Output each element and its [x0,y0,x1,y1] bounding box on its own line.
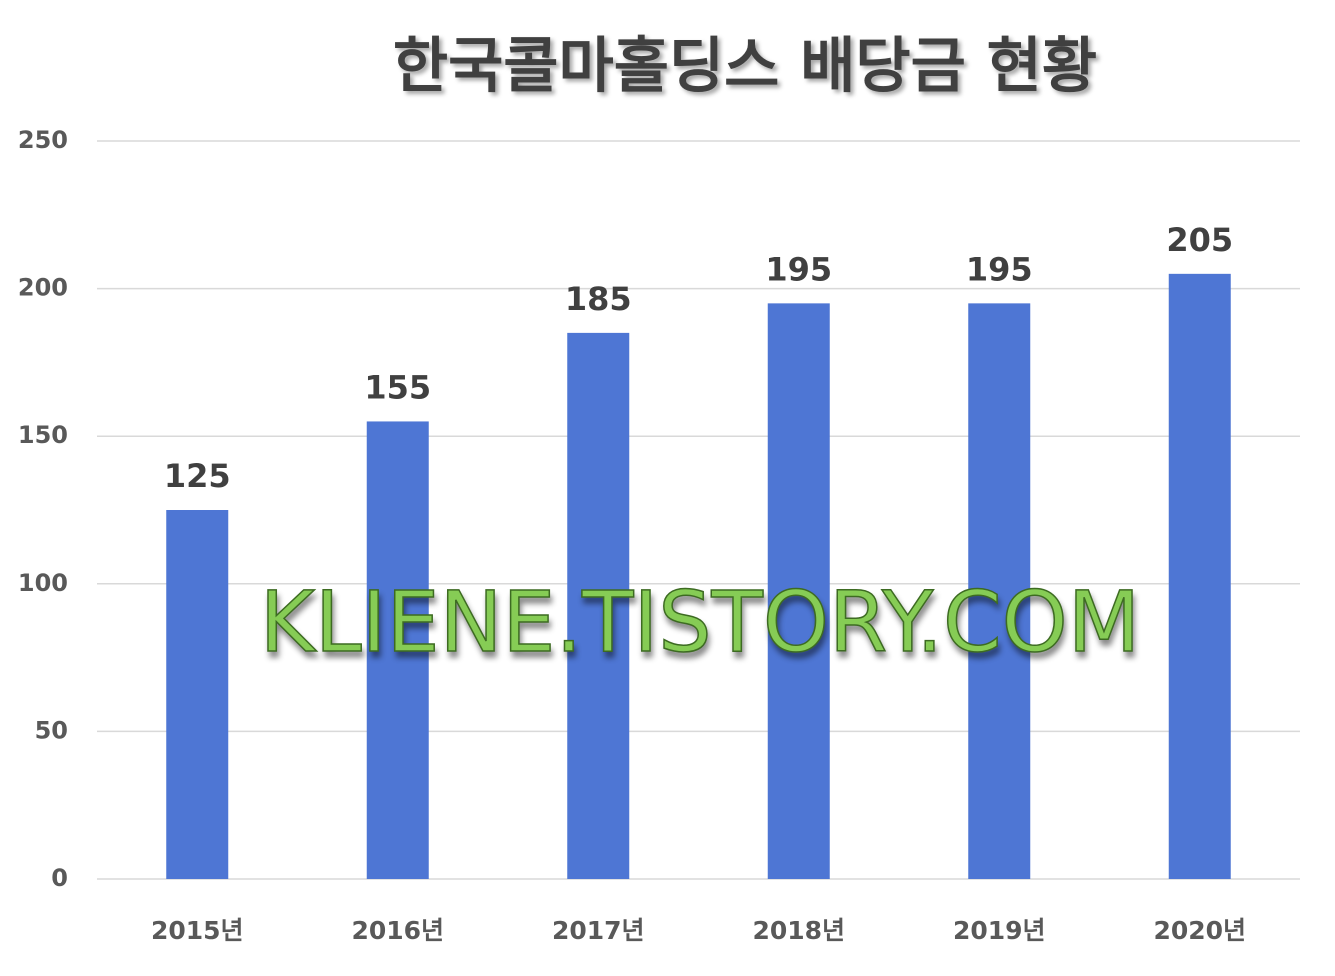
y-tick-label: 100 [18,569,68,597]
data-label: 195 [765,250,832,288]
bar [1168,273,1231,880]
y-tick-label: 250 [18,126,68,154]
bar [366,421,429,879]
watermark: KLIENE.TISTORY.COM [260,573,1140,671]
bar [567,332,630,879]
bar [767,303,830,879]
y-tick-label: 0 [51,864,68,892]
data-label: 185 [565,280,632,318]
x-tick-label: 2018년 [752,916,845,945]
y-tick-label: 50 [35,716,68,744]
x-tick-label: 2015년 [151,916,244,945]
data-label: 205 [1166,221,1233,259]
x-tick-label: 2020년 [1153,916,1246,945]
data-label: 155 [364,368,431,406]
data-label: 195 [966,250,1033,288]
y-tick-label: 200 [18,274,68,302]
x-tick-label: 2019년 [953,916,1046,945]
bar [166,510,229,879]
x-tick-label: 2017년 [552,916,645,945]
bar [968,303,1031,879]
data-label: 125 [164,457,231,495]
chart-title: 한국콜마홀딩스 배당금 현황 [393,32,1097,102]
x-tick-label: 2016년 [351,916,444,945]
y-tick-label: 150 [18,421,68,449]
